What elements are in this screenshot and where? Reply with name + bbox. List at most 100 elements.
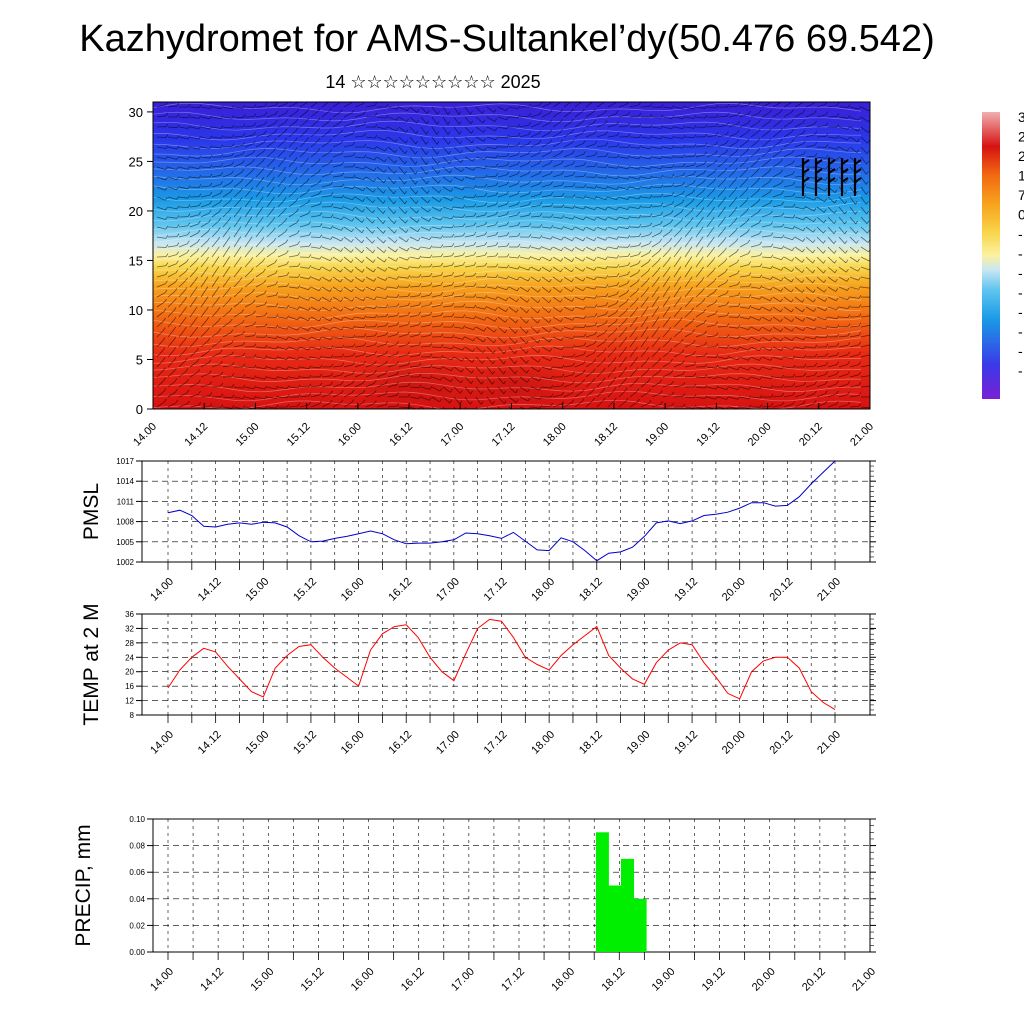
- wind-barb-flag: [856, 240, 859, 244]
- wind-barb: [728, 251, 737, 258]
- wind-barb-flag: [492, 370, 495, 375]
- wind-barb-flag: [715, 375, 719, 379]
- wind-barb-flag: [704, 114, 708, 119]
- wind-barb: [530, 366, 539, 372]
- wind-barb: [563, 216, 573, 220]
- wind-barb-flag: [317, 137, 321, 142]
- wind-barb: [420, 294, 430, 298]
- wind-barb: [750, 346, 760, 352]
- wind-barb: [266, 336, 276, 339]
- wind-barb-flag: [539, 386, 542, 391]
- wind-barb-flag: [330, 363, 334, 368]
- wind-barb-flag: [220, 105, 224, 110]
- wind-barb-flag: [647, 367, 650, 372]
- wind-barb: [585, 154, 595, 158]
- wind-barb-flag: [780, 179, 784, 184]
- wind-barb: [398, 106, 408, 112]
- wind-barb-flag: [393, 210, 397, 215]
- wind-barb: [772, 356, 782, 361]
- wind-barb-flag: [207, 337, 211, 342]
- wind-barb: [497, 306, 507, 312]
- wind-barb: [541, 173, 551, 178]
- wind-barb-flag: [582, 258, 586, 262]
- wind-barb-flag: [429, 245, 433, 249]
- contour-line: [153, 381, 862, 393]
- wind-barb-flag: [801, 269, 805, 273]
- wind-barb-flag: [506, 242, 510, 247]
- wind-barb: [244, 134, 254, 138]
- wind-barb-flag: [582, 227, 586, 231]
- wind-barb-flag: [635, 367, 639, 371]
- wind-barb-flag: [572, 226, 575, 231]
- wind-barb-flag: [286, 385, 290, 389]
- wind-barb-flag: [418, 341, 422, 346]
- wind-barb-flag: [814, 142, 818, 146]
- wind-barb: [332, 164, 342, 168]
- wind-barb: [178, 339, 186, 348]
- wind-barb-flag: [428, 227, 432, 231]
- wind-barb: [662, 240, 670, 248]
- wind-barb-flag: [351, 380, 355, 384]
- wind-barb: [299, 376, 310, 379]
- wind-barb-flag: [459, 411, 461, 414]
- wind-barb-flag: [195, 276, 198, 281]
- wind-barb: [277, 264, 287, 268]
- wind-barb: [288, 200, 297, 208]
- x-tick-label: 16.12: [399, 966, 427, 994]
- wind-barb-flag: [262, 148, 266, 153]
- wind-barb-flag: [363, 333, 367, 337]
- wind-barb: [706, 106, 716, 109]
- wind-barb: [464, 386, 471, 395]
- wind-barb-flag: [825, 122, 829, 126]
- wind-barb-flag: [549, 257, 553, 262]
- contour-line: [153, 390, 862, 402]
- wind-barb: [695, 376, 706, 378]
- wind-barb: [662, 250, 670, 258]
- wind-barb: [684, 321, 693, 328]
- wind-barb-flag: [615, 300, 619, 304]
- wind-barb: [255, 189, 262, 198]
- wind-barb: [750, 170, 758, 178]
- x-tick-label: 14.12: [198, 966, 226, 994]
- wind-barb-flag: [671, 125, 675, 130]
- wind-barb: [695, 219, 702, 228]
- wind-barb-flag: [668, 247, 672, 251]
- wind-barb: [563, 374, 573, 378]
- wind-barb-flag: [845, 179, 848, 184]
- wind-barb-flag: [436, 141, 440, 145]
- wind-barb: [783, 276, 792, 283]
- wind-barb: [420, 236, 430, 240]
- wind-barb-flag: [176, 176, 179, 181]
- wind-barb: [420, 146, 427, 155]
- wind-barb-flag: [801, 259, 805, 263]
- wind-barb-flag: [228, 226, 231, 231]
- wind-barb-flag: [537, 339, 541, 344]
- colorbar-label: -: [1018, 265, 1023, 281]
- wind-barb: [640, 156, 650, 160]
- wind-barb: [343, 196, 353, 201]
- wind-barb-flag: [205, 296, 209, 300]
- wind-barb: [398, 354, 408, 358]
- wind-barb-flag: [350, 269, 354, 273]
- wind-barb: [321, 131, 330, 138]
- wind-barb-flag: [737, 396, 741, 400]
- wind-barb-flag: [745, 187, 749, 191]
- wind-barb-flag: [560, 139, 564, 143]
- wind-barb-flag: [649, 175, 653, 180]
- wind-barb: [662, 383, 672, 388]
- wind-barb: [849, 256, 858, 263]
- wind-barb: [310, 356, 320, 360]
- wind-barb: [233, 355, 243, 358]
- wind-barb: [607, 276, 618, 278]
- wind-barb: [563, 206, 573, 209]
- wind-barb-flag: [197, 229, 201, 234]
- wind-barb-flag: [594, 141, 597, 145]
- wind-barb-flag: [473, 304, 477, 309]
- wind-barb: [365, 136, 375, 139]
- wind-barb-flag: [330, 170, 333, 174]
- wind-barb: [387, 394, 397, 398]
- wind-barb: [629, 263, 639, 268]
- wind-barb: [849, 286, 859, 290]
- wind-barb-flag: [615, 318, 618, 323]
- wind-barb-flag: [858, 286, 862, 290]
